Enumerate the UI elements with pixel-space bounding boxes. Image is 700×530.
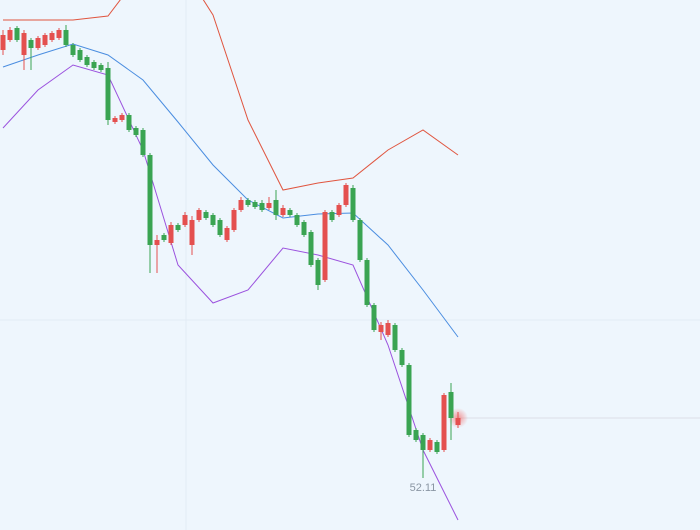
candle-body bbox=[259, 203, 265, 210]
candle-body bbox=[63, 30, 69, 45]
candle-body bbox=[217, 220, 223, 235]
candle-body bbox=[70, 45, 76, 55]
band-line bbox=[3, 0, 459, 191]
candle-body bbox=[273, 200, 279, 215]
candle-body bbox=[28, 40, 34, 48]
candle-body bbox=[392, 325, 398, 350]
candle-body bbox=[357, 220, 363, 260]
candle-body bbox=[203, 212, 209, 218]
candle-body bbox=[189, 220, 195, 245]
candle-body bbox=[168, 225, 174, 243]
candle-body bbox=[140, 130, 146, 155]
candle-body bbox=[280, 208, 286, 215]
candle-body bbox=[112, 118, 118, 122]
candle-body bbox=[420, 435, 426, 450]
candle-body bbox=[7, 30, 13, 40]
candle-body bbox=[294, 215, 300, 225]
candle-body bbox=[98, 65, 104, 70]
candle-body bbox=[182, 215, 188, 225]
candle-body bbox=[315, 260, 321, 285]
candle-body bbox=[126, 115, 132, 130]
candle-body bbox=[448, 392, 454, 418]
candle-body bbox=[301, 222, 307, 235]
candle-body bbox=[245, 200, 251, 205]
candle-body bbox=[21, 33, 27, 55]
candle-body bbox=[441, 395, 447, 450]
low-label: 52.11 bbox=[410, 482, 437, 494]
candle-body bbox=[455, 418, 461, 425]
candle-body bbox=[133, 128, 139, 135]
candle-body bbox=[406, 365, 412, 435]
candle-body bbox=[399, 350, 405, 365]
candle-body bbox=[56, 30, 62, 38]
candle-body bbox=[196, 210, 202, 220]
candle-body bbox=[154, 240, 160, 245]
candle-body bbox=[0, 35, 6, 50]
candle-body bbox=[336, 205, 342, 215]
candle-body bbox=[231, 210, 237, 230]
band-line bbox=[2, 43, 459, 338]
candle-body bbox=[287, 210, 293, 215]
candle-body bbox=[105, 68, 111, 120]
candle-body bbox=[49, 33, 55, 40]
candle-body bbox=[350, 188, 356, 220]
candle-body bbox=[434, 442, 440, 452]
candle-body bbox=[371, 305, 377, 330]
candle-body bbox=[84, 57, 90, 65]
candle-body bbox=[224, 228, 230, 240]
candle-body bbox=[77, 50, 83, 60]
candle-body bbox=[119, 115, 125, 120]
candle-body bbox=[329, 212, 335, 220]
candle-body bbox=[378, 325, 384, 332]
candle-body bbox=[35, 38, 41, 48]
candle-body bbox=[266, 203, 272, 208]
candle-body bbox=[252, 202, 258, 207]
candle-body bbox=[343, 185, 349, 205]
candle-body bbox=[427, 440, 433, 450]
candle-body bbox=[147, 155, 153, 245]
candle-body bbox=[308, 232, 314, 265]
candle-body bbox=[42, 35, 48, 45]
candle-body bbox=[322, 212, 328, 280]
candle-body bbox=[210, 215, 216, 225]
candle-body bbox=[364, 260, 370, 305]
candle-body bbox=[175, 225, 181, 230]
candle-body bbox=[91, 62, 97, 68]
candle-body bbox=[413, 430, 419, 440]
candle-body bbox=[161, 235, 167, 240]
candle-body bbox=[385, 323, 391, 335]
candle-body bbox=[238, 200, 244, 210]
candle-body bbox=[14, 28, 20, 40]
